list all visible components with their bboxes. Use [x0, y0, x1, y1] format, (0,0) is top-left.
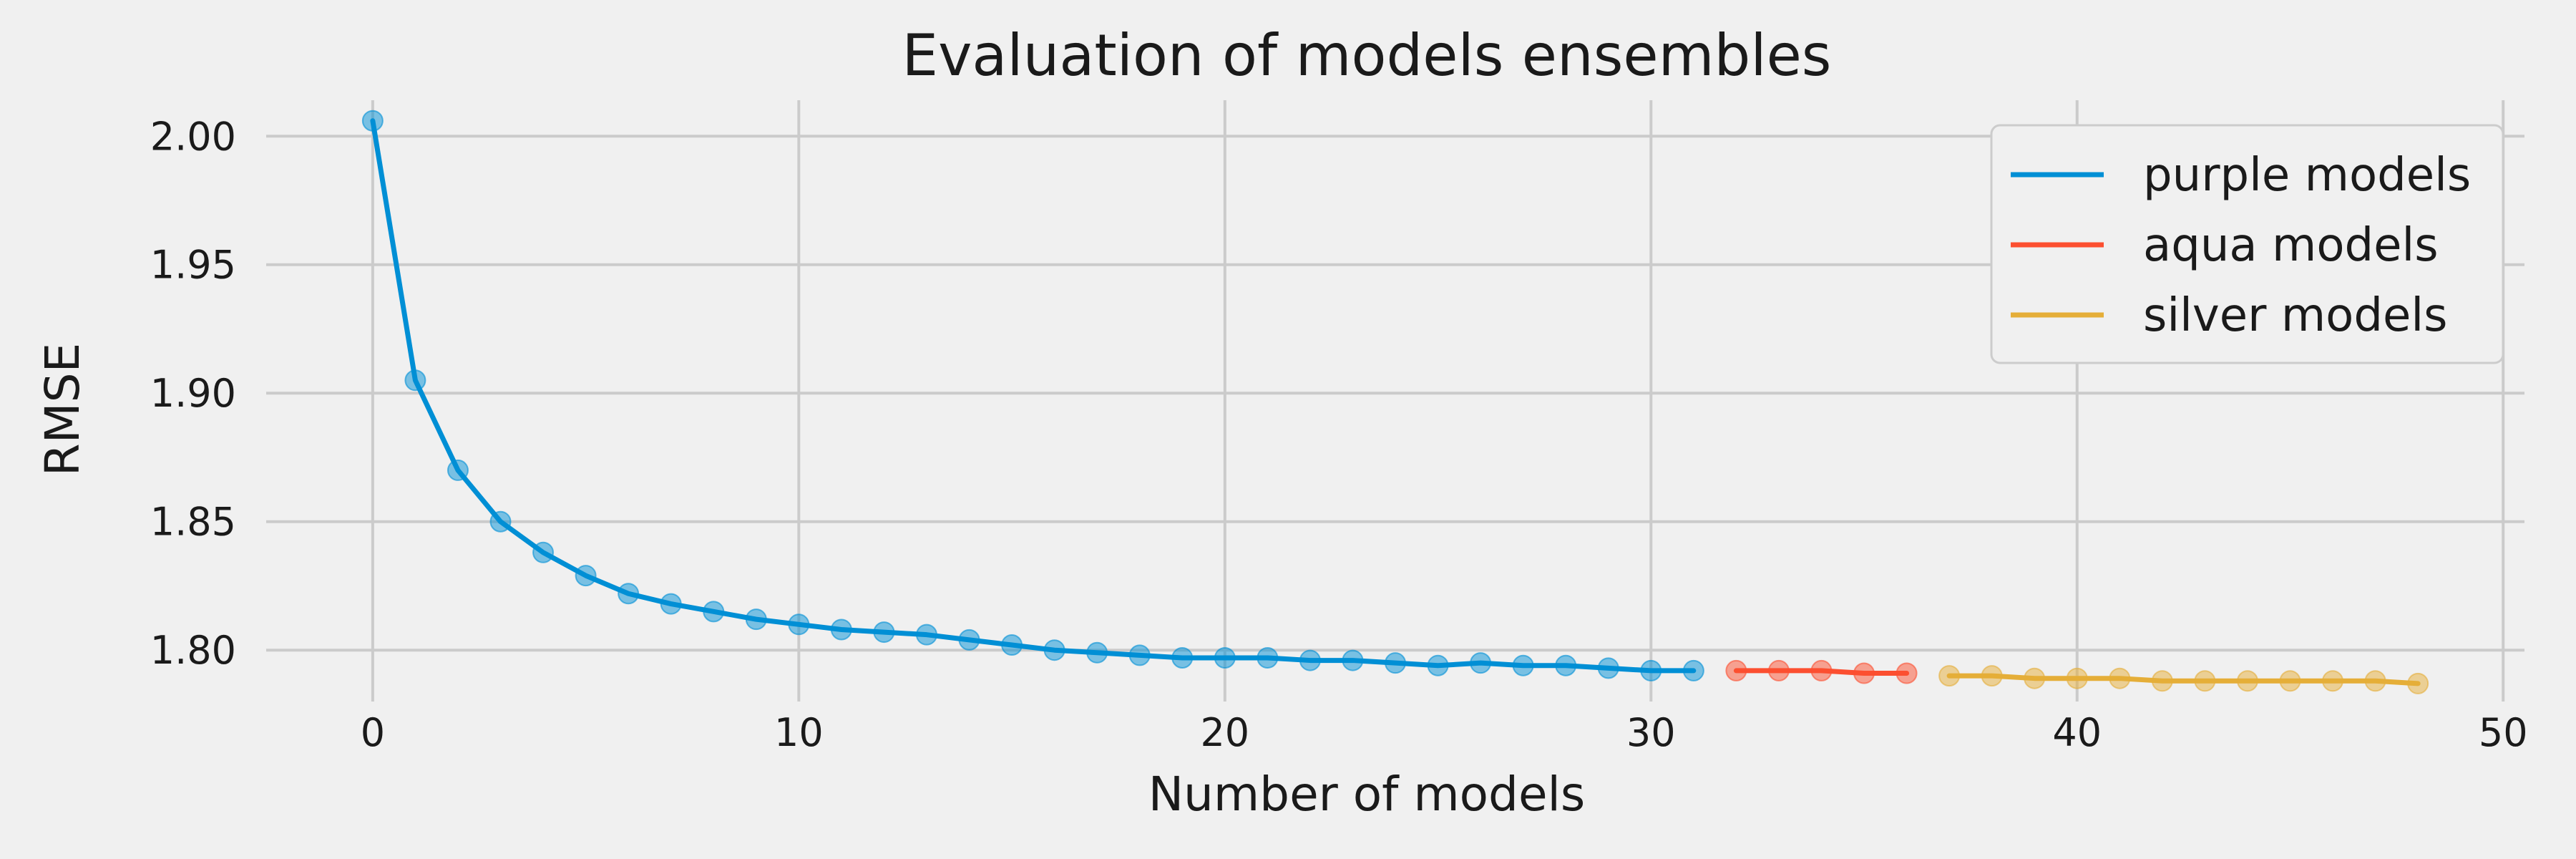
y-tick-label: 1.80: [150, 628, 236, 673]
data-point: [1214, 646, 1236, 669]
tick-labels: 0 10 20 30 40 50 1.80 1.85 1.90 1.95 2.00: [150, 114, 2528, 755]
legend-label: purple models: [2143, 149, 2471, 202]
legend-label: silver models: [2143, 289, 2447, 342]
data-point: [2364, 670, 2386, 692]
data-point: [2066, 667, 2088, 689]
legend-entry: aqua models: [2011, 219, 2439, 272]
legend-box: [1990, 124, 2504, 364]
data-point: [1682, 659, 1704, 681]
x-tick-label: 20: [1200, 710, 1249, 755]
data-point: [1086, 641, 1108, 664]
x-axis-label: Number of models: [1148, 767, 1586, 822]
y-tick-label: 2.00: [150, 114, 236, 159]
data-point: [1043, 639, 1065, 661]
data-point: [1725, 659, 1747, 681]
series-1: [361, 110, 1704, 681]
data-point: [1470, 652, 1492, 674]
x-tick-label: 0: [361, 710, 385, 755]
data-point: [2109, 667, 2131, 689]
data-point: [1767, 659, 1790, 681]
data-point: [745, 608, 767, 631]
data-point: [1896, 662, 1918, 684]
data-point: [1555, 654, 1577, 676]
y-tick-label: 1.90: [150, 371, 236, 416]
data-point: [489, 510, 512, 533]
data-point: [1427, 654, 1449, 676]
data-point: [873, 621, 895, 644]
data-point: [1001, 634, 1023, 656]
data-point: [618, 583, 640, 605]
data-point: [660, 593, 682, 615]
data-point: [1981, 665, 2003, 687]
data-point: [2236, 670, 2258, 692]
data-point: [1853, 662, 1875, 684]
x-tick-label: 40: [2052, 710, 2102, 755]
data-point: [2024, 667, 2046, 689]
chart-title: Evaluation of models ensembles: [902, 22, 1832, 89]
data-point: [1938, 665, 1961, 687]
data-point: [1640, 659, 1662, 681]
data-point: [830, 618, 852, 641]
series-3: [1938, 665, 2429, 694]
data-point: [404, 369, 426, 392]
x-tick-label: 50: [2479, 710, 2528, 755]
data-point: [447, 459, 469, 481]
data-point: [1299, 649, 1321, 671]
y-axis-label: RMSE: [35, 343, 90, 476]
legend: purple models aqua models silver models: [1990, 124, 2504, 364]
data-point: [788, 613, 810, 636]
data-point: [958, 629, 980, 651]
data-point: [1385, 652, 1406, 674]
data-point: [2151, 670, 2173, 692]
series-2: [1725, 659, 1918, 684]
data-point: [915, 623, 937, 646]
y-tick-label: 1.95: [150, 243, 236, 288]
data-point: [532, 541, 555, 563]
x-tick-label: 10: [774, 710, 824, 755]
data-point: [575, 565, 597, 587]
legend-label: aqua models: [2143, 219, 2439, 272]
data-point: [2407, 672, 2429, 694]
data-point: [1257, 646, 1279, 669]
data-point: [2322, 670, 2344, 692]
data-point: [1597, 657, 1619, 679]
data-point: [1171, 646, 1194, 669]
legend-entry: silver models: [2011, 289, 2447, 342]
data-point: [1342, 649, 1364, 671]
legend-entry: purple models: [2011, 149, 2471, 202]
data-point: [2279, 670, 2301, 692]
y-tick-label: 1.85: [150, 500, 236, 545]
data-point: [1128, 644, 1151, 666]
data-point: [361, 110, 384, 132]
data-point: [703, 601, 725, 623]
data-point: [1810, 659, 1833, 681]
x-tick-label: 30: [1626, 710, 1676, 755]
data-point: [1512, 654, 1534, 676]
data-point: [2194, 670, 2216, 692]
series-layer: [361, 110, 2429, 694]
